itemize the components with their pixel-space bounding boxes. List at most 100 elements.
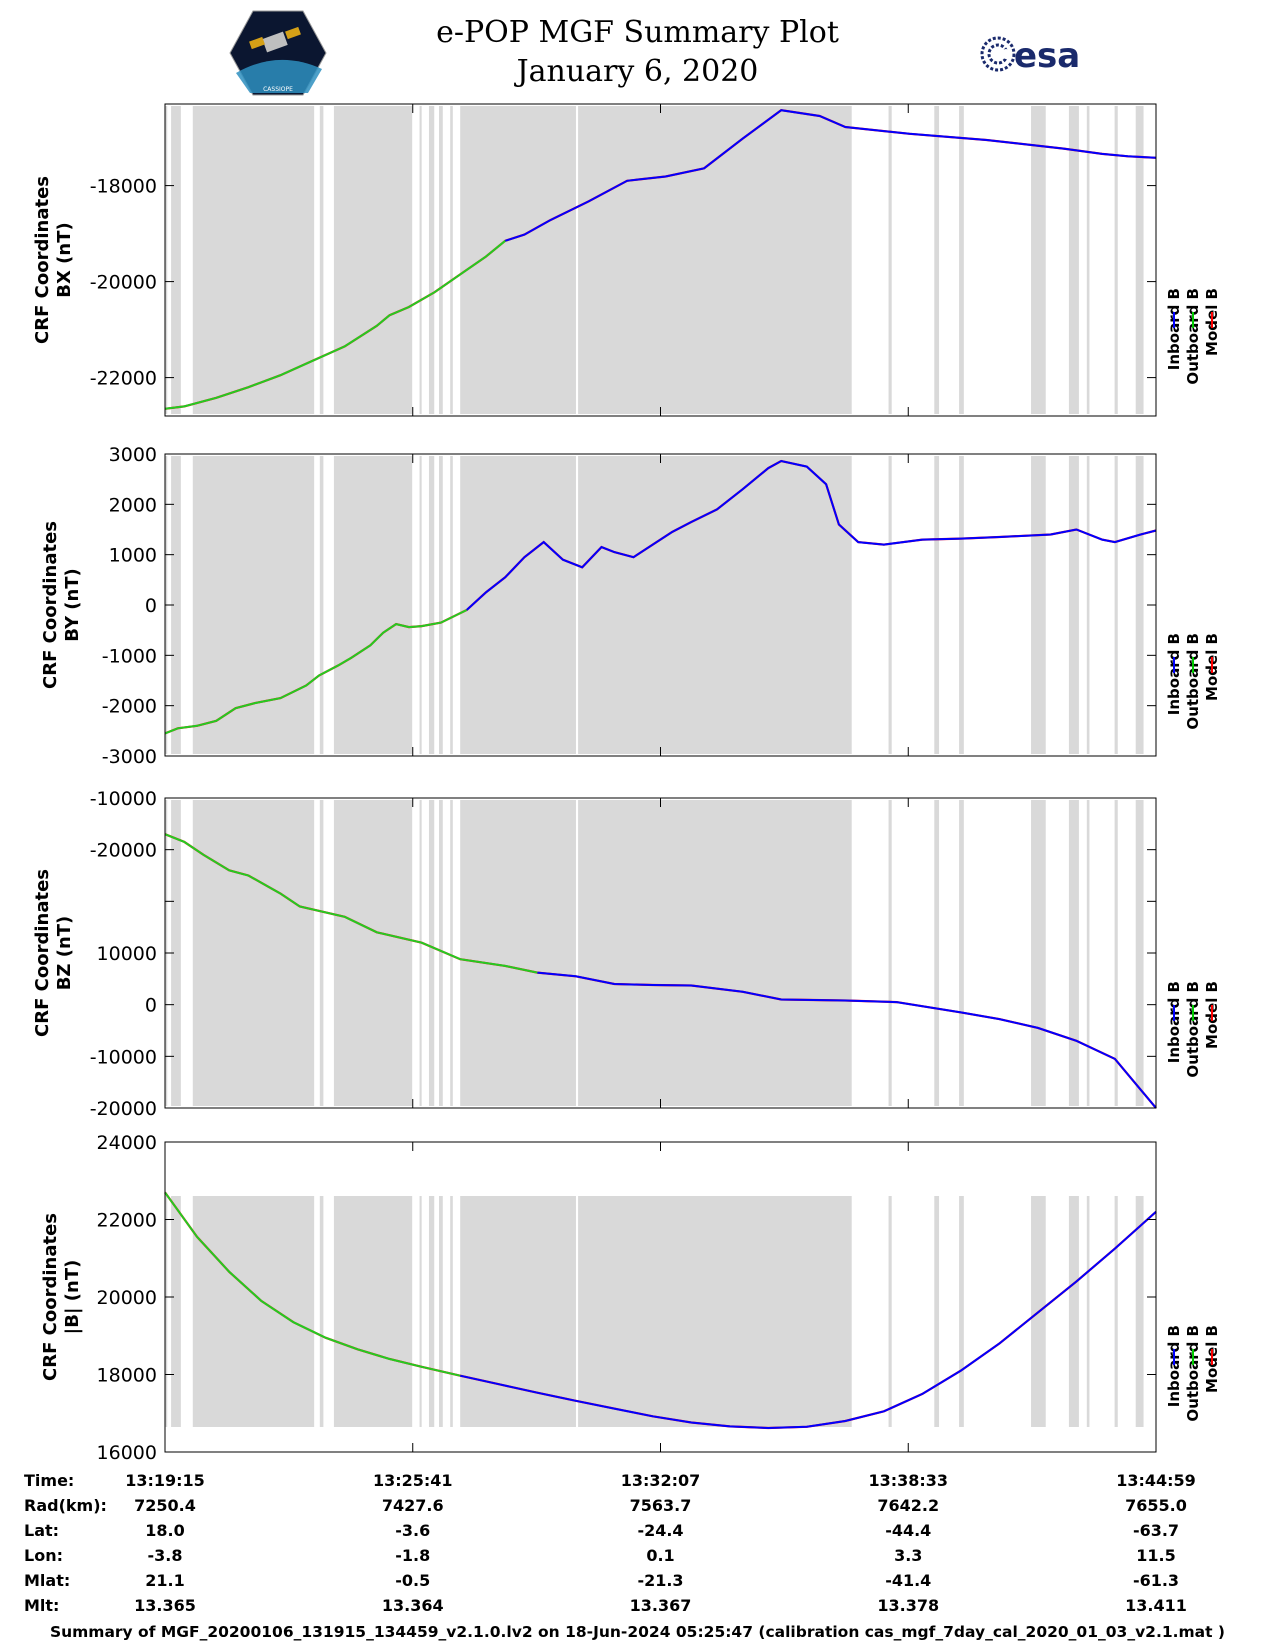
outboard-b-line	[164, 833, 538, 974]
info-cell: 3.3	[894, 1546, 922, 1565]
info-cell: 13.378	[877, 1596, 939, 1615]
title-line-1: e-POP MGF Summary Plot	[436, 15, 839, 50]
info-cell: 0.1	[646, 1546, 674, 1565]
legend-label: Inboard B	[1165, 288, 1183, 370]
shade-band	[934, 1196, 940, 1427]
legend: Inboard B Outboard B Model B	[1165, 633, 1221, 730]
shade-band	[1135, 800, 1144, 1106]
info-cell: 13:44:59	[1116, 1471, 1196, 1490]
shade-band	[959, 1196, 964, 1427]
info-cell: 11.5	[1136, 1546, 1175, 1565]
y-tick-label: 16000	[97, 1442, 157, 1464]
y-axis-label-line1: CRF Coordinates	[40, 1213, 61, 1381]
shade-band	[333, 456, 413, 754]
y-tick-label: -10000	[90, 788, 157, 810]
legend-label: Outboard B	[1184, 1325, 1202, 1422]
info-cell: -41.4	[885, 1571, 931, 1590]
shade-band	[171, 800, 181, 1106]
outboard-b-line	[164, 609, 468, 735]
y-tick-label: 0	[145, 995, 157, 1017]
shade-band	[419, 1196, 422, 1427]
info-cell: 7427.6	[382, 1496, 444, 1515]
shade-band	[319, 800, 324, 1106]
shade-band	[165, 106, 168, 414]
panel-by: 3000 2000 1000 0 -1000 -2000 -3000 CRF Coordina…	[40, 444, 1221, 768]
y-axis-label: CRF Coordinates|B| (nT)	[40, 1213, 83, 1381]
shade-band	[959, 800, 964, 1106]
y-tick-label: 18000	[97, 1365, 157, 1387]
shade-band	[1086, 800, 1090, 1106]
shade-band	[439, 1196, 443, 1427]
shade-band	[333, 800, 413, 1106]
outboard-b-line	[164, 1191, 461, 1377]
shade-band	[439, 800, 443, 1106]
orbit-info-table: Time: Rad(km): Lat: Lon: Mlat: Mlt: 13:19:15 72…	[24, 1471, 1196, 1615]
shade-band	[460, 1196, 576, 1427]
y-tick-label: 20000	[97, 1287, 157, 1309]
y-axis-label: CRF CoordinatesBX (nT)	[32, 176, 75, 344]
y-tick-label: 1000	[109, 545, 157, 567]
legend-label: Inboard B	[1165, 1325, 1183, 1407]
y-tick-label: -22000	[90, 368, 157, 390]
shade-band	[959, 106, 964, 414]
y-tick-label: 2000	[109, 494, 157, 516]
panel-b-magbb-mag: 24000 22000 20000 18000 16000 CRF Coordinates…	[40, 1132, 1221, 1464]
legend: Inboard B Outboard B Model B	[1165, 981, 1221, 1078]
y-axis-label: CRF CoordinatesBY (nT)	[40, 521, 83, 689]
shade-band	[1114, 106, 1118, 414]
info-cell: 7655.0	[1125, 1496, 1187, 1515]
y-tick-label: -18000	[90, 176, 157, 198]
shade-band	[578, 456, 852, 754]
shade-band	[319, 456, 324, 754]
shade-band	[1031, 106, 1046, 414]
header: CASSIOPE e-POP MGF Summary Plot January …	[0, 0, 1275, 100]
shade-band	[1114, 456, 1118, 754]
info-cell: -3.6	[395, 1521, 430, 1540]
inboard-b-line	[459, 1211, 1157, 1430]
info-cell: -44.4	[885, 1521, 931, 1540]
y-tick-label: 22000	[97, 1210, 157, 1232]
y-tick-label: -3000	[102, 746, 157, 768]
shade-band	[171, 456, 181, 754]
y-tick-label: -2000	[102, 696, 157, 718]
shade-band	[419, 106, 422, 414]
shade-band	[1086, 106, 1090, 414]
shade-band	[1068, 106, 1079, 414]
shade-band	[1114, 800, 1118, 1106]
shade-band	[171, 1196, 181, 1427]
legend-label: Outboard B	[1184, 633, 1202, 730]
y-axis-label-line2: |B| (nT)	[62, 1260, 83, 1335]
shade-band	[1031, 456, 1046, 754]
legend-label: Outboard B	[1184, 981, 1202, 1078]
shade-band	[450, 456, 453, 754]
shade-band	[333, 106, 413, 414]
info-cell: -61.3	[1133, 1571, 1179, 1590]
info-row-label: Mlat:	[24, 1571, 70, 1590]
info-cell: -1.8	[395, 1546, 430, 1565]
shade-band	[319, 1196, 324, 1427]
shade-band	[888, 800, 892, 1106]
footer-summary: Summary of MGF_20200106_131915_134459_v2…	[49, 1623, 1226, 1641]
shade-band	[1135, 1196, 1144, 1427]
inboard-b-line	[504, 109, 1157, 242]
legend-label: Inboard B	[1165, 633, 1183, 715]
shade-band	[192, 106, 315, 414]
legend: Inboard B Outboard B Model B	[1165, 288, 1221, 385]
info-cell: -3.8	[148, 1546, 183, 1565]
info-row-label: Lon:	[24, 1546, 63, 1565]
shade-band	[192, 456, 315, 754]
shade-band	[428, 800, 435, 1106]
info-cell: 13.411	[1125, 1596, 1187, 1615]
shade-band	[450, 1196, 453, 1427]
y-axis-label-line1: CRF Coordinates	[40, 521, 61, 689]
info-cell: 13:32:07	[621, 1471, 701, 1490]
shade-band	[1114, 1196, 1118, 1427]
shade-band	[319, 106, 324, 414]
info-row-label: Lat:	[24, 1521, 59, 1540]
shade-band	[578, 1196, 852, 1427]
svg-text:esa: esa	[1014, 36, 1080, 76]
title-line-2: January 6, 2020	[516, 54, 759, 89]
inboard-b-line	[466, 459, 1157, 611]
shade-band	[1086, 1196, 1090, 1427]
y-tick-label: -10000	[90, 1046, 157, 1068]
